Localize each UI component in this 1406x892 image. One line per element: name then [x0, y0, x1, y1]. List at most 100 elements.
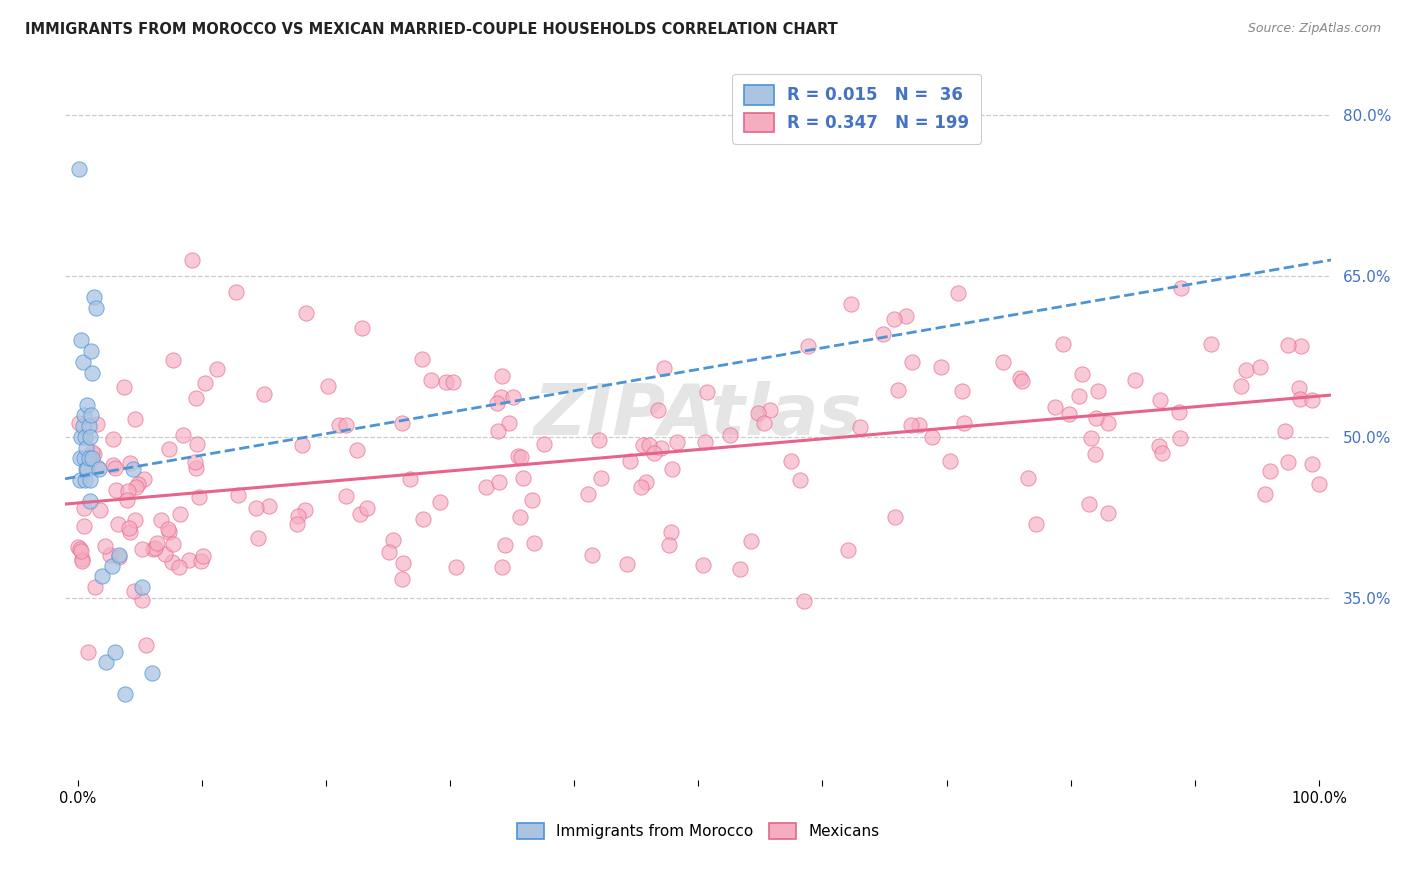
Point	[67, 416, 90, 430]
Point	[142, 542, 165, 557]
Point	[122, 462, 145, 476]
Text: IMMIGRANTS FROM MOROCCO VS MEXICAN MARRIED-COUPLE HOUSEHOLDS CORRELATION CHART: IMMIGRANTS FROM MOROCCO VS MEXICAN MARRI…	[25, 22, 838, 37]
Point	[576, 487, 599, 501]
Point	[70, 430, 93, 444]
Point	[167, 559, 190, 574]
Point	[486, 396, 509, 410]
Point	[512, 471, 534, 485]
Point	[520, 493, 543, 508]
Point	[921, 430, 943, 444]
Point	[127, 476, 149, 491]
Point	[105, 483, 128, 497]
Point	[950, 384, 973, 398]
Point	[70, 334, 93, 348]
Point	[1254, 486, 1277, 500]
Point	[523, 536, 546, 550]
Point	[316, 378, 339, 392]
Point	[692, 558, 714, 572]
Point	[101, 558, 124, 573]
Point	[1087, 384, 1109, 399]
Point	[1201, 337, 1223, 351]
Point	[486, 425, 509, 439]
Point	[157, 442, 180, 456]
Point	[66, 540, 89, 554]
Point	[162, 537, 184, 551]
Point	[131, 593, 153, 607]
Point	[434, 375, 457, 389]
Point	[117, 492, 139, 507]
Point	[114, 688, 136, 702]
Point	[335, 417, 357, 432]
Point	[72, 419, 94, 434]
Point	[391, 416, 413, 430]
Point	[619, 453, 641, 467]
Point	[162, 555, 184, 569]
Point	[929, 360, 952, 375]
Point	[79, 494, 101, 508]
Point	[257, 500, 280, 514]
Point	[72, 355, 94, 369]
Point	[73, 451, 96, 466]
Point	[124, 411, 146, 425]
Point	[839, 297, 862, 311]
Point	[86, 460, 108, 475]
Point	[76, 398, 98, 412]
Point	[1277, 455, 1299, 469]
Point	[631, 438, 654, 452]
Point	[793, 594, 815, 608]
Point	[157, 524, 180, 539]
Point	[1084, 447, 1107, 461]
Point	[73, 519, 96, 533]
Point	[87, 462, 110, 476]
Point	[1277, 338, 1299, 352]
Point	[1170, 281, 1192, 295]
Point	[79, 473, 101, 487]
Point	[73, 473, 96, 487]
Point	[1008, 371, 1031, 385]
Point	[1288, 392, 1310, 406]
Point	[80, 409, 103, 423]
Point	[349, 507, 371, 521]
Point	[637, 437, 659, 451]
Point	[1071, 367, 1094, 381]
Point	[1168, 404, 1191, 418]
Point	[328, 417, 350, 432]
Point	[900, 417, 922, 432]
Point	[226, 488, 249, 502]
Point	[429, 495, 451, 509]
Point	[346, 443, 368, 458]
Point	[295, 306, 318, 320]
Point	[780, 454, 803, 468]
Point	[135, 638, 157, 652]
Point	[1301, 392, 1323, 407]
Point	[73, 409, 96, 423]
Point	[491, 368, 513, 383]
Text: Source: ZipAtlas.com: Source: ZipAtlas.com	[1247, 22, 1381, 36]
Point	[381, 533, 404, 547]
Point	[908, 417, 931, 432]
Point	[124, 513, 146, 527]
Point	[118, 521, 141, 535]
Point	[378, 545, 401, 559]
Point	[1011, 374, 1033, 388]
Point	[162, 353, 184, 368]
Point	[502, 390, 524, 404]
Point	[104, 460, 127, 475]
Point	[419, 373, 441, 387]
Point	[350, 321, 373, 335]
Point	[1017, 471, 1039, 485]
Point	[190, 554, 212, 568]
Point	[634, 475, 657, 490]
Point	[1043, 400, 1066, 414]
Point	[666, 435, 689, 450]
Point	[1097, 506, 1119, 520]
Point	[740, 533, 762, 548]
Point	[179, 553, 201, 567]
Point	[69, 542, 91, 557]
Point	[953, 416, 976, 430]
Point	[253, 387, 276, 401]
Point	[616, 558, 638, 572]
Point	[225, 285, 247, 299]
Point	[887, 383, 910, 397]
Point	[1301, 457, 1323, 471]
